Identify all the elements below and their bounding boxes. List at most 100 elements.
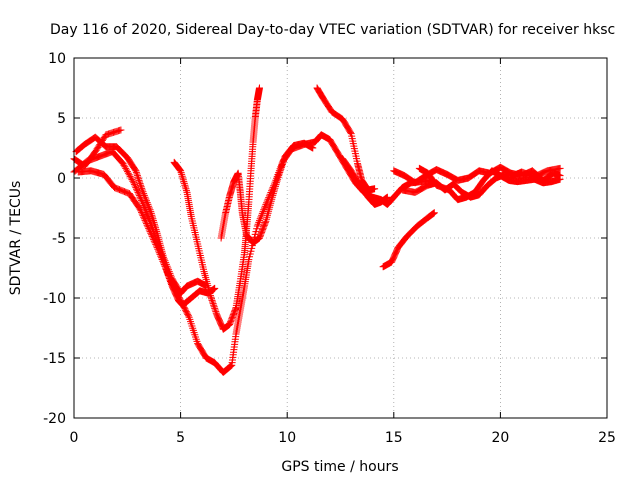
series-sat-9 [379,209,438,271]
data-point [269,190,277,198]
data-point [212,308,220,316]
data-point [318,93,326,101]
data-point [141,193,149,201]
data-point [142,218,150,226]
data-point [231,305,239,313]
data-point [142,195,150,203]
data-point [211,304,219,312]
data-point [272,181,280,189]
data-point [137,183,145,191]
data-point [148,232,156,240]
data-point [556,164,564,172]
data-point [148,213,156,221]
data-point [135,204,143,212]
data-point [149,217,157,225]
data-point [134,175,142,183]
data-point [261,219,269,227]
data-point [134,188,142,196]
data-point [132,168,140,176]
x-tick-label: 5 [176,430,185,446]
data-point [159,257,167,265]
data-point [208,296,216,304]
y-tick-label: -5 [52,231,66,247]
data-point [138,198,146,206]
data-point [210,301,218,309]
data-point [144,200,152,208]
y-tick-label: -15 [43,351,66,367]
x-tick-label: 0 [70,430,79,446]
data-point [253,222,261,230]
data-point [273,179,281,187]
data-point [117,126,125,134]
data-point [179,176,187,184]
data-point [140,213,148,221]
data-point [309,144,317,152]
data-point [184,312,192,320]
data-point [138,184,146,192]
data-point [142,197,150,205]
data-point [274,175,282,183]
data-point [274,173,282,181]
data-point [261,202,269,210]
y-tick-label: 0 [57,171,66,187]
data-point [161,262,169,270]
data-point [127,174,135,182]
data-point [262,200,270,208]
data-point [270,188,278,196]
data-point [151,239,159,247]
data-point [278,162,286,170]
data-point [177,167,185,175]
data-point [145,204,153,212]
y-tick-label: -20 [43,411,66,427]
data-point [432,180,440,188]
data-point [275,172,283,180]
data-point [257,213,265,221]
data-point [141,216,149,224]
data-point [133,172,141,180]
data-point [130,179,138,187]
data-point [128,176,136,184]
data-point [211,284,219,292]
y-tick-label: -10 [43,291,66,307]
data-point [271,182,279,190]
x-tick-label: 20 [491,430,509,446]
data-point [211,306,219,314]
data-point [179,174,187,182]
data-point [151,222,159,230]
data-point [206,292,214,300]
data-point [209,298,217,306]
data-point [154,245,162,253]
data-point [134,173,142,181]
data-point [137,207,145,215]
data-point [276,168,284,176]
data-point [178,172,186,180]
data-point [255,84,263,92]
data-point [256,215,264,223]
data-point [277,165,285,173]
data-point [210,303,218,311]
data-point [273,177,281,185]
axis-ticks: -20 -15 -10 -5 0 5 10 0 5 10 15 20 25 [43,51,616,446]
data-point [270,186,278,194]
data-point [279,159,287,167]
data-point [150,236,158,244]
data-point [208,295,216,303]
data-point [122,164,130,172]
data-point [150,218,158,226]
data-point [254,220,262,228]
series-sat-6 [217,139,317,247]
series-sat-5 [170,84,263,333]
data-point [260,204,268,212]
data-point [226,362,234,370]
data-point [138,186,146,194]
data-point [139,212,147,220]
data-point [150,237,158,245]
chart-title: Day 116 of 2020, Sidereal Day-to-day VTE… [50,22,615,38]
data-point [278,160,286,168]
data-point [140,215,148,223]
data-point [139,200,147,208]
x-tick-label: 10 [278,430,296,446]
data-point [181,183,189,191]
data-point [148,211,156,219]
